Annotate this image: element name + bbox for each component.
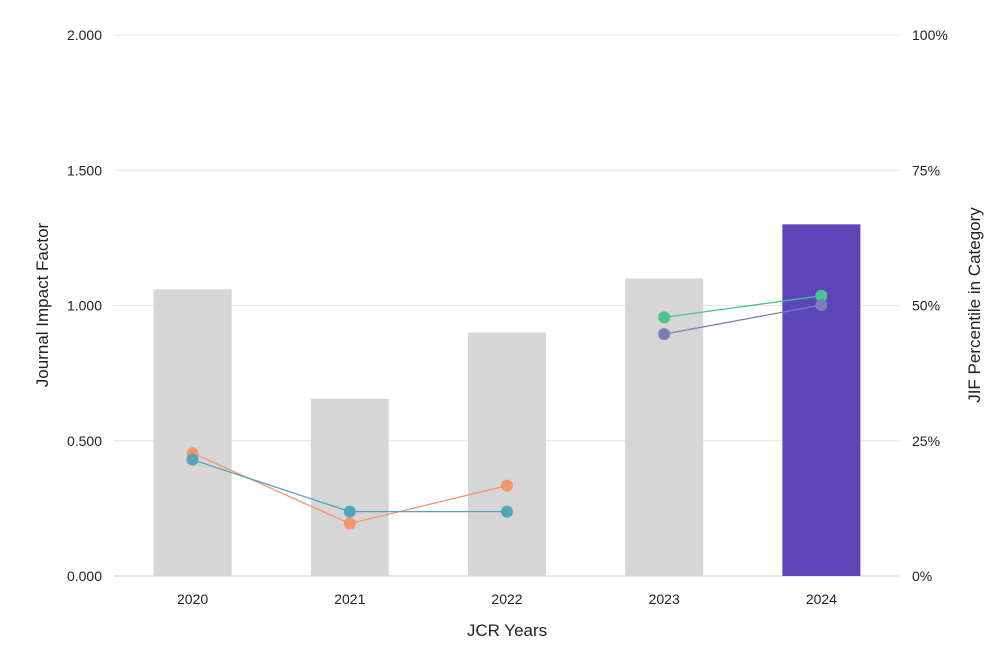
right-axis-ticks: 0% 25% 50% 75% 100% <box>912 27 948 584</box>
series-line-4 <box>664 304 822 335</box>
bar-2022 <box>468 332 546 576</box>
x-tick-label: 2021 <box>334 591 365 607</box>
right-tick-label: 0% <box>912 568 932 584</box>
right-tick-label: 50% <box>912 298 940 314</box>
y-axis-title-left: Journal Impact Factor <box>33 222 52 387</box>
left-tick-label: 0.500 <box>67 433 102 449</box>
x-axis-title: JCR Years <box>467 621 547 640</box>
bar-2020 <box>153 289 232 576</box>
series-point-2 <box>501 505 513 518</box>
grid-lines <box>114 34 900 577</box>
percentile-lines <box>186 289 828 530</box>
right-tick-label: 100% <box>912 27 948 43</box>
x-tick-label: 2020 <box>177 591 208 607</box>
series-point-3 <box>815 289 828 302</box>
bar-2023 <box>625 278 704 576</box>
series-point-3 <box>658 311 671 324</box>
x-tick-label: 2022 <box>491 591 522 607</box>
bar-2021 <box>310 398 389 576</box>
left-tick-label: 2.000 <box>67 27 102 43</box>
left-tick-label: 1.000 <box>67 298 102 314</box>
bar-2024 <box>782 224 861 576</box>
left-tick-label: 0.000 <box>67 568 102 584</box>
left-axis-ticks: 0.000 0.500 1.000 1.500 2.000 <box>67 27 102 584</box>
series-point-2 <box>343 505 356 518</box>
bars <box>153 224 861 576</box>
left-tick-label: 1.500 <box>67 162 102 178</box>
series-line-3 <box>664 295 822 319</box>
series-point-4 <box>658 328 671 341</box>
y-axis-title-right: JIF Percentile in Category <box>965 207 984 403</box>
x-tick-label: 2024 <box>806 591 837 607</box>
series-point-1 <box>343 517 356 530</box>
right-tick-label: 75% <box>912 162 940 178</box>
series-point-1 <box>501 479 513 492</box>
x-axis-ticks: 2020 2021 2022 2023 2024 <box>177 591 837 607</box>
right-tick-label: 25% <box>912 433 940 449</box>
series-point-4 <box>815 298 828 311</box>
x-tick-label: 2023 <box>649 591 680 607</box>
series-point-2 <box>186 453 199 466</box>
